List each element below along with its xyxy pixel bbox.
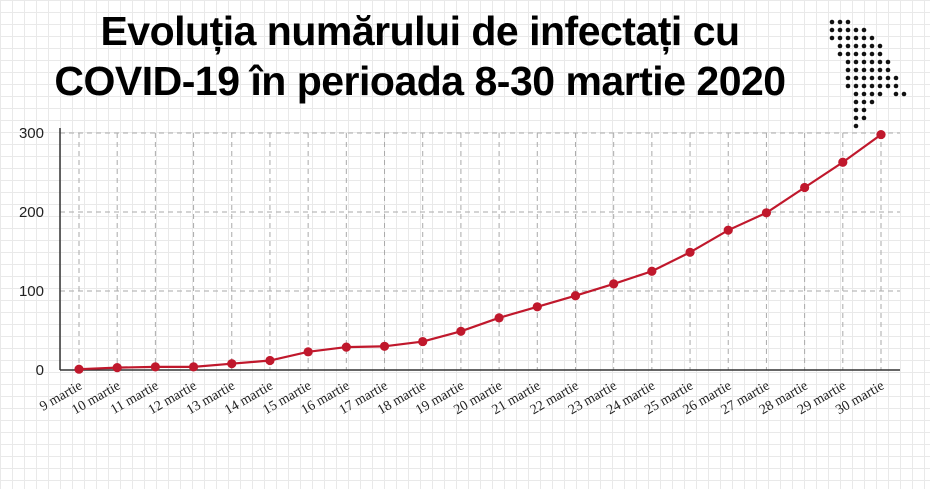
y-tick-label: 300 <box>19 125 44 142</box>
map-dot <box>853 115 859 121</box>
map-dot <box>877 75 883 81</box>
map-dot <box>853 43 859 49</box>
map-dot <box>845 43 851 49</box>
map-dot <box>861 43 867 49</box>
map-dot <box>837 27 843 33</box>
data-point <box>303 347 313 357</box>
map-dot <box>861 91 867 97</box>
map-dot <box>845 27 851 33</box>
map-dot <box>877 83 883 89</box>
chart-title: Evoluția numărului de infectați cu COVID… <box>0 6 840 106</box>
map-dot <box>853 107 859 113</box>
data-point <box>800 182 810 193</box>
map-dot <box>861 51 867 57</box>
map-dot <box>869 35 875 41</box>
map-dot <box>845 83 851 89</box>
map-dot <box>837 51 843 57</box>
map-dot <box>853 51 859 57</box>
y-tick-label: 200 <box>19 204 44 221</box>
data-point <box>494 313 504 323</box>
data-point <box>227 359 237 369</box>
moldova-map-dotted-icon <box>829 19 907 129</box>
map-dot <box>869 59 875 65</box>
map-dot <box>877 91 883 97</box>
map-dot <box>829 19 835 25</box>
map-dot <box>877 51 883 57</box>
y-tick-label: 0 <box>36 362 44 379</box>
map-dot <box>869 83 875 89</box>
map-dot <box>853 59 859 65</box>
map-dot <box>845 19 851 25</box>
map-dot <box>845 35 851 41</box>
map-dot <box>853 91 859 97</box>
map-dot <box>861 83 867 89</box>
data-point <box>876 129 886 140</box>
map-dot <box>877 67 883 73</box>
map-dot <box>853 35 859 41</box>
map-dot <box>829 35 835 41</box>
map-dot <box>877 59 883 65</box>
map-dot <box>869 51 875 57</box>
map-dot <box>885 75 891 81</box>
data-point <box>265 355 275 366</box>
map-dot <box>861 75 867 81</box>
data-point <box>532 302 542 312</box>
map-dot <box>901 91 907 97</box>
map-dot <box>869 99 875 105</box>
map-dot <box>861 67 867 73</box>
map-dot <box>893 75 899 81</box>
data-point <box>456 326 466 336</box>
map-dot <box>885 83 891 89</box>
data-point <box>379 341 390 351</box>
map-dot <box>853 123 859 129</box>
map-dot <box>853 67 859 73</box>
map-dot <box>885 67 891 73</box>
data-point <box>685 247 695 257</box>
data-point <box>341 342 351 352</box>
map-dot <box>861 107 867 113</box>
map-dot <box>837 19 843 25</box>
data-point <box>647 266 657 276</box>
data-point <box>838 157 848 167</box>
series-line <box>78 133 882 371</box>
map-dot <box>837 35 843 41</box>
map-dot <box>853 99 859 105</box>
chart-title-line1: Evoluția numărului de infectați cu <box>100 8 740 54</box>
map-dot <box>869 67 875 73</box>
map-dot <box>837 43 843 49</box>
map-dot <box>893 91 899 97</box>
map-dot <box>869 75 875 81</box>
map-dot <box>845 59 851 65</box>
map-dot <box>853 83 859 89</box>
map-dot <box>845 75 851 81</box>
map-dot <box>861 115 867 121</box>
map-dot <box>861 99 867 105</box>
map-dot <box>869 91 875 97</box>
data-point <box>723 225 733 235</box>
map-dot <box>853 75 859 81</box>
map-dot <box>861 35 867 41</box>
map-dot <box>829 27 835 33</box>
map-dot <box>853 27 859 33</box>
data-point <box>150 362 160 372</box>
data-point <box>188 362 199 372</box>
data-point <box>418 336 428 347</box>
data-point <box>570 291 581 301</box>
data-point <box>609 279 619 289</box>
chart-title-line2: COVID-19 în perioada 8-30 martie 2020 <box>54 58 786 104</box>
map-dot <box>861 59 867 65</box>
data-point <box>74 364 84 374</box>
map-dot <box>845 67 851 73</box>
map-dot <box>893 83 899 89</box>
data-point <box>112 363 122 373</box>
y-tick-label: 100 <box>19 283 44 300</box>
map-dot <box>861 27 867 33</box>
map-dot <box>877 43 883 49</box>
map-dot <box>869 43 875 49</box>
data-point <box>761 208 772 218</box>
map-dot <box>845 51 851 57</box>
map-dot <box>885 59 891 65</box>
